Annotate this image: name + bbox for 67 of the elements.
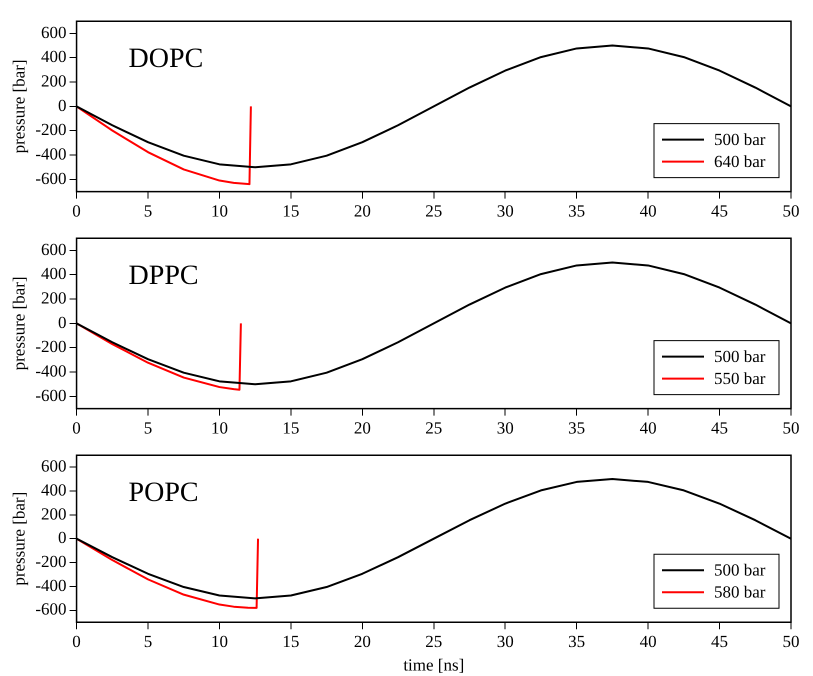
x-tick-label: 30 xyxy=(496,201,514,220)
y-tick-label: -200 xyxy=(35,337,67,356)
x-tick-label: 5 xyxy=(144,201,152,220)
legend-label: 500 bar xyxy=(714,130,766,150)
x-tick-label: 10 xyxy=(210,632,228,651)
x-tick-label: 25 xyxy=(425,201,442,220)
y-tick-label: 400 xyxy=(41,47,67,66)
x-tick-label: 40 xyxy=(640,632,657,651)
y-tick-label: 200 xyxy=(41,72,67,91)
x-tick-label: 0 xyxy=(72,632,81,651)
y-axis-title: pressure [bar] xyxy=(10,59,29,154)
x-tick-label: 20 xyxy=(354,632,371,651)
x-tick-label: 0 xyxy=(72,418,81,438)
y-tick-label: 600 xyxy=(41,456,67,476)
x-tick-label: 20 xyxy=(354,201,371,220)
y-tick-label: -600 xyxy=(35,386,67,405)
y-tick-label: 0 xyxy=(58,528,67,548)
legend-label: 500 bar xyxy=(714,560,766,580)
y-tick-label: -200 xyxy=(35,552,67,572)
x-tick-label: 50 xyxy=(782,201,800,220)
y-tick-label: -400 xyxy=(35,362,67,381)
x-tick-label: 0 xyxy=(72,201,81,220)
x-tick-label: 30 xyxy=(496,632,514,651)
x-tick-label: 35 xyxy=(568,201,586,220)
x-tick-label: 45 xyxy=(711,632,728,651)
y-tick-label: 0 xyxy=(58,96,67,115)
y-tick-label: 400 xyxy=(41,264,67,284)
annotation: DPPC xyxy=(128,260,199,292)
x-tick-label: 20 xyxy=(354,418,371,438)
y-tick-label: -400 xyxy=(35,144,67,164)
y-axis-title: pressure [bar] xyxy=(10,492,29,586)
y-tick-label: 200 xyxy=(41,504,67,524)
x-tick-label: 40 xyxy=(640,201,657,220)
x-tick-label: 10 xyxy=(210,201,228,220)
x-axis-title: time [ns] xyxy=(403,655,464,674)
legend-label: 550 bar xyxy=(714,369,766,388)
y-axis-title: pressure [bar] xyxy=(10,276,29,370)
y-tick-label: -200 xyxy=(35,120,67,140)
y-tick-label: 600 xyxy=(41,240,67,259)
annotation: DOPC xyxy=(128,43,204,74)
x-tick-label: 5 xyxy=(144,418,152,438)
y-tick-label: -400 xyxy=(35,576,67,595)
x-tick-label: 25 xyxy=(425,632,442,651)
y-tick-label: -600 xyxy=(35,600,67,619)
x-tick-label: 35 xyxy=(568,418,586,438)
x-tick-label: 10 xyxy=(210,418,228,438)
y-tick-label: 600 xyxy=(41,22,67,42)
legend-label: 580 bar xyxy=(714,582,766,602)
x-tick-label: 25 xyxy=(425,418,442,438)
y-tick-label: -600 xyxy=(35,168,67,188)
legend-label: 500 bar xyxy=(714,347,766,366)
x-tick-label: 15 xyxy=(282,201,300,220)
x-tick-label: 50 xyxy=(782,418,800,438)
legend-label: 640 bar xyxy=(714,152,766,172)
x-tick-label: 15 xyxy=(282,418,300,438)
x-tick-label: 45 xyxy=(711,418,728,438)
x-tick-label: 50 xyxy=(782,632,800,651)
x-tick-label: 30 xyxy=(496,418,514,438)
y-tick-label: 200 xyxy=(41,288,67,308)
y-tick-label: 400 xyxy=(41,480,67,500)
x-tick-label: 45 xyxy=(711,201,728,220)
x-tick-label: 35 xyxy=(568,632,586,651)
x-tick-label: 5 xyxy=(144,632,152,651)
annotation: POPC xyxy=(128,477,199,508)
x-tick-label: 40 xyxy=(640,418,657,438)
y-tick-label: 0 xyxy=(58,312,67,332)
x-tick-label: 15 xyxy=(282,632,300,651)
